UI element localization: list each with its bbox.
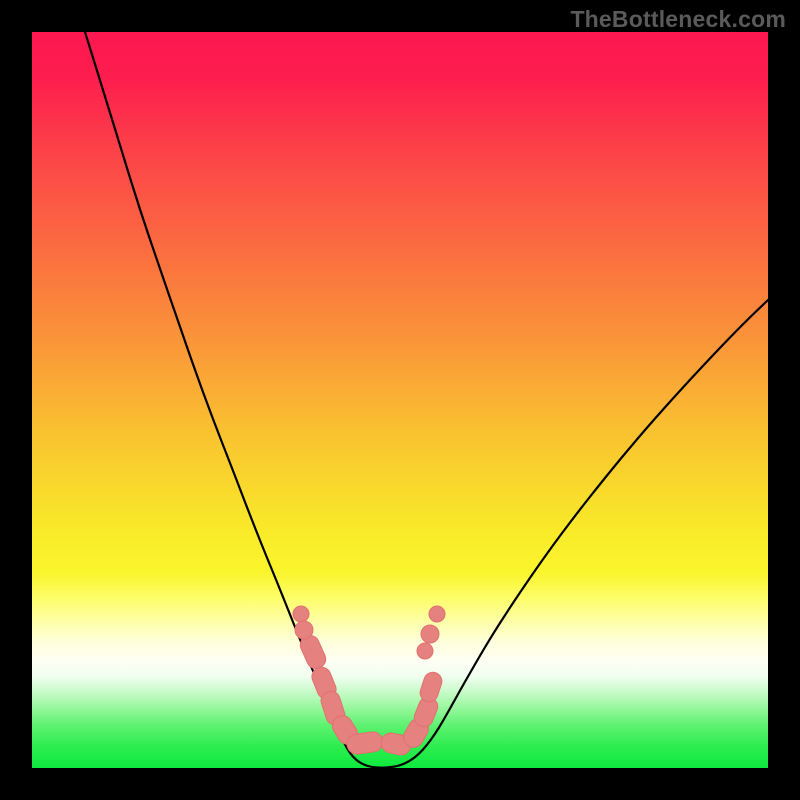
accent-dot <box>421 625 439 643</box>
plot-area <box>32 32 768 768</box>
accent-dot <box>429 606 445 622</box>
accent-dot <box>295 621 313 639</box>
accent-dot <box>417 643 433 659</box>
chart-stage: TheBottleneck.com <box>0 0 800 800</box>
bottleneck-curve <box>32 32 768 768</box>
watermark-text: TheBottleneck.com <box>570 6 786 33</box>
accent-dot <box>293 606 309 622</box>
accent-marker-group <box>293 606 445 757</box>
